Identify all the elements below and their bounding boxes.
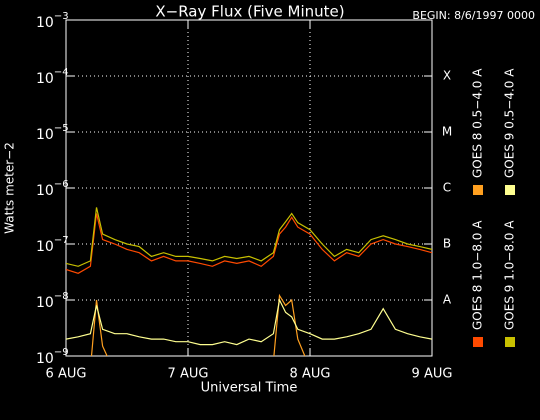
series-line bbox=[66, 207, 432, 267]
y-tick-label: 10−6 bbox=[36, 179, 69, 199]
class-label: A bbox=[443, 293, 452, 307]
y-tick-label: 10−9 bbox=[36, 347, 69, 367]
y-tick-label: 10−7 bbox=[36, 235, 69, 255]
y-tick-exponent: −3 bbox=[54, 11, 69, 22]
y-tick-exponent: −4 bbox=[54, 67, 69, 78]
y-tick-exponent: −5 bbox=[54, 123, 69, 134]
y-tick-exponent: −9 bbox=[54, 347, 69, 358]
y-tick-label: 10−8 bbox=[36, 291, 69, 311]
chart-title: X−Ray Flux (Five Minute) bbox=[155, 3, 344, 21]
y-tick-base: 10 bbox=[36, 239, 54, 255]
legend-label: GOES 8 0.5−4.0 A bbox=[471, 68, 485, 178]
y-tick-label: 10−4 bbox=[36, 67, 69, 87]
legend-swatch bbox=[505, 185, 515, 195]
y-tick-base: 10 bbox=[36, 295, 54, 311]
series-line bbox=[66, 213, 432, 274]
class-label: B bbox=[443, 237, 451, 251]
legend-label: GOES 8 1.0−8.0 A bbox=[471, 220, 485, 330]
class-label: X bbox=[443, 69, 451, 83]
x-tick-label: 9 AUG bbox=[412, 367, 453, 382]
y-tick-label: 10−3 bbox=[36, 11, 69, 31]
y-tick-exponent: −7 bbox=[54, 235, 69, 246]
series-line bbox=[66, 298, 432, 346]
series-group bbox=[66, 207, 432, 356]
plot-frame bbox=[65, 19, 433, 357]
x-tick-label: 6 AUG bbox=[46, 367, 87, 382]
legend-label: GOES 9 1.0−8.0 A bbox=[503, 220, 517, 330]
y-tick-base: 10 bbox=[36, 351, 54, 367]
x-tick-label: 8 AUG bbox=[290, 367, 331, 382]
x-axis-label: Universal Time bbox=[201, 381, 298, 396]
legend-swatch bbox=[473, 185, 483, 195]
y-tick-exponent: −8 bbox=[54, 291, 69, 302]
legend-swatch bbox=[473, 337, 483, 347]
legend-swatch bbox=[505, 337, 515, 347]
class-label: M bbox=[442, 125, 452, 139]
chart-subtitle: BEGIN: 8/6/1997 0000 bbox=[412, 9, 535, 22]
y-tick-label: 10−5 bbox=[36, 123, 69, 143]
y-axis-label: Watts meter−2 bbox=[3, 142, 17, 234]
legend-label: GOES 9 0.5−4.0 A bbox=[503, 68, 517, 178]
y-tick-exponent: −6 bbox=[54, 179, 69, 190]
y-tick-base: 10 bbox=[36, 71, 54, 87]
y-tick-base: 10 bbox=[36, 15, 54, 31]
class-label: C bbox=[443, 181, 451, 195]
x-tick-label: 7 AUG bbox=[168, 367, 209, 382]
y-tick-base: 10 bbox=[36, 127, 54, 143]
y-tick-base: 10 bbox=[36, 183, 54, 199]
